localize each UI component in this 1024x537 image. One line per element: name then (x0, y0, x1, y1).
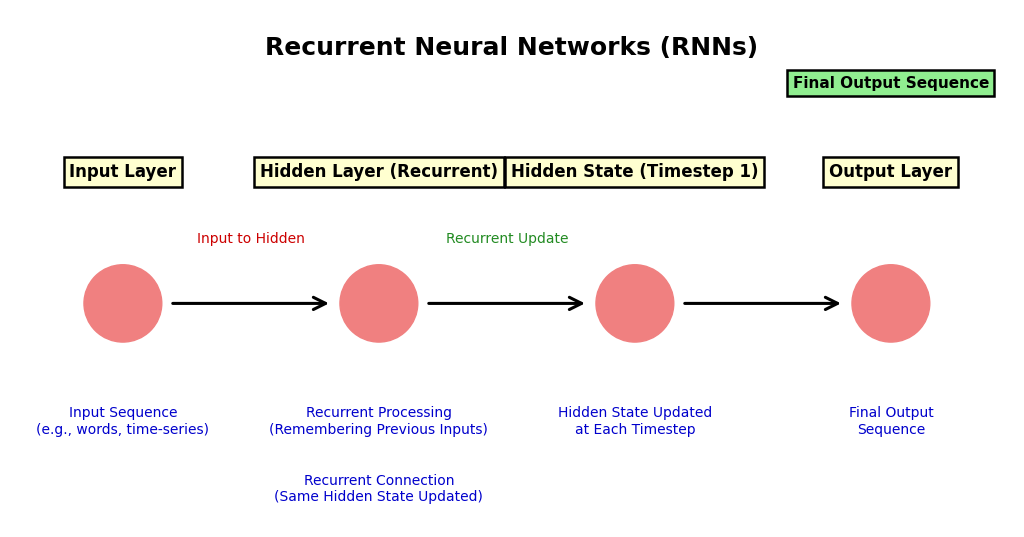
Text: Recurrent Update: Recurrent Update (445, 232, 568, 246)
Text: Hidden State Updated
at Each Timestep: Hidden State Updated at Each Timestep (558, 407, 712, 437)
Text: Recurrent Processing
(Remembering Previous Inputs): Recurrent Processing (Remembering Previo… (269, 407, 488, 437)
Text: Recurrent Neural Networks (RNNs): Recurrent Neural Networks (RNNs) (265, 37, 759, 60)
Text: Hidden Layer (Recurrent): Hidden Layer (Recurrent) (260, 163, 498, 181)
Text: Output Layer: Output Layer (829, 163, 952, 181)
Text: Input Layer: Input Layer (70, 163, 176, 181)
Ellipse shape (596, 265, 674, 342)
Text: Input to Hidden: Input to Hidden (197, 232, 305, 246)
Text: Input Sequence
(e.g., words, time-series): Input Sequence (e.g., words, time-series… (37, 407, 209, 437)
Ellipse shape (340, 265, 418, 342)
Ellipse shape (84, 265, 162, 342)
Text: Recurrent Connection
(Same Hidden State Updated): Recurrent Connection (Same Hidden State … (274, 474, 483, 504)
Text: Final Output Sequence: Final Output Sequence (793, 76, 989, 91)
Ellipse shape (852, 265, 930, 342)
Text: Hidden State (Timestep 1): Hidden State (Timestep 1) (511, 163, 759, 181)
Text: Final Output
Sequence: Final Output Sequence (849, 407, 933, 437)
